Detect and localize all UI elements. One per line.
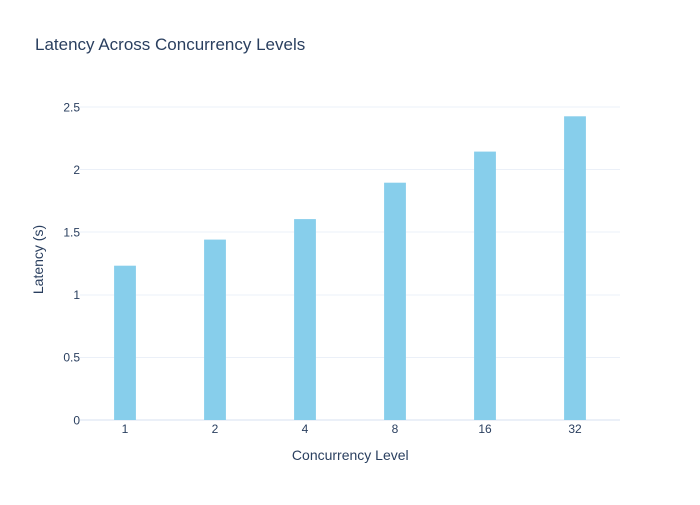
svg-text:Concurrency Level: Concurrency Level xyxy=(292,447,409,463)
svg-text:Latency (s): Latency (s) xyxy=(30,225,46,294)
svg-text:8: 8 xyxy=(392,422,399,436)
svg-text:1: 1 xyxy=(122,422,129,436)
svg-text:32: 32 xyxy=(568,422,582,436)
svg-text:4: 4 xyxy=(302,422,309,436)
svg-text:2: 2 xyxy=(73,163,80,177)
svg-text:0.5: 0.5 xyxy=(63,351,80,365)
svg-text:2: 2 xyxy=(212,422,219,436)
svg-text:0: 0 xyxy=(73,413,80,427)
svg-text:1: 1 xyxy=(73,288,80,302)
svg-text:Latency Across Concurrency Lev: Latency Across Concurrency Levels xyxy=(35,35,305,54)
svg-text:1.5: 1.5 xyxy=(63,226,80,240)
svg-text:2.5: 2.5 xyxy=(63,100,80,114)
svg-text:16: 16 xyxy=(478,422,492,436)
